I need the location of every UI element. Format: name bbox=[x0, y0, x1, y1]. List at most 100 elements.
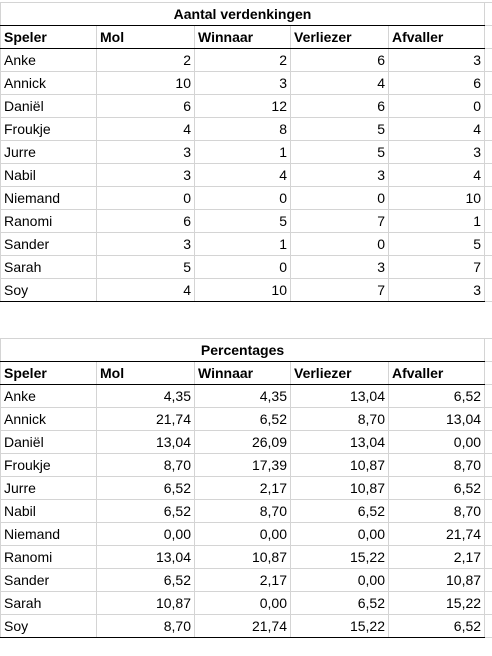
value-cell[interactable]: 0 bbox=[194, 255, 291, 279]
column-header[interactable]: Verliezer bbox=[290, 361, 389, 385]
column-header[interactable]: Speler bbox=[0, 361, 97, 385]
value-cell[interactable]: 10,87 bbox=[194, 545, 291, 569]
value-cell[interactable]: 5 bbox=[387, 232, 486, 256]
empty-cell[interactable] bbox=[484, 568, 492, 592]
value-cell[interactable]: 10 bbox=[96, 71, 195, 95]
value-cell[interactable]: 5 bbox=[290, 140, 389, 164]
value-cell[interactable]: 4 bbox=[387, 117, 486, 141]
value-cell[interactable]: 21,74 bbox=[194, 614, 291, 638]
value-cell[interactable]: 2,17 bbox=[194, 476, 291, 500]
player-name-cell[interactable]: Anke bbox=[0, 384, 97, 408]
value-cell[interactable]: 3 bbox=[96, 163, 195, 187]
value-cell[interactable]: 0,00 bbox=[290, 568, 389, 592]
value-cell[interactable]: 0,00 bbox=[194, 591, 291, 615]
empty-cell[interactable] bbox=[484, 278, 492, 302]
player-name-cell[interactable]: Daniël bbox=[0, 94, 97, 118]
value-cell[interactable]: 0 bbox=[387, 94, 486, 118]
column-header[interactable]: Speler bbox=[0, 25, 97, 49]
value-cell[interactable]: 6,52 bbox=[387, 476, 486, 500]
value-cell[interactable]: 10,87 bbox=[387, 568, 486, 592]
empty-cell[interactable] bbox=[484, 384, 492, 408]
empty-cell[interactable] bbox=[484, 338, 492, 362]
player-name-cell[interactable]: Ranomi bbox=[0, 545, 97, 569]
value-cell[interactable]: 6,52 bbox=[290, 591, 389, 615]
empty-cell[interactable] bbox=[484, 209, 492, 233]
value-cell[interactable]: 8,70 bbox=[387, 453, 486, 477]
value-cell[interactable]: 10 bbox=[387, 186, 486, 210]
player-name-cell[interactable]: Froukje bbox=[0, 453, 97, 477]
value-cell[interactable]: 15,22 bbox=[387, 591, 486, 615]
value-cell[interactable]: 6 bbox=[96, 94, 195, 118]
value-cell[interactable]: 4 bbox=[290, 71, 389, 95]
player-name-cell[interactable]: Sander bbox=[0, 568, 97, 592]
player-name-cell[interactable]: Annick bbox=[0, 71, 97, 95]
table-title[interactable]: Percentages bbox=[0, 338, 486, 362]
value-cell[interactable]: 13,04 bbox=[96, 545, 195, 569]
value-cell[interactable]: 3 bbox=[387, 278, 486, 302]
column-header[interactable]: Mol bbox=[96, 25, 195, 49]
empty-cell[interactable] bbox=[484, 163, 492, 187]
value-cell[interactable]: 21,74 bbox=[96, 407, 195, 431]
value-cell[interactable]: 4 bbox=[96, 117, 195, 141]
value-cell[interactable]: 6 bbox=[96, 209, 195, 233]
value-cell[interactable]: 4 bbox=[387, 163, 486, 187]
value-cell[interactable]: 1 bbox=[194, 140, 291, 164]
player-name-cell[interactable]: Froukje bbox=[0, 117, 97, 141]
value-cell[interactable]: 8,70 bbox=[194, 499, 291, 523]
value-cell[interactable]: 21,74 bbox=[387, 522, 486, 546]
empty-cell[interactable] bbox=[484, 591, 492, 615]
value-cell[interactable]: 10,87 bbox=[96, 591, 195, 615]
value-cell[interactable]: 3 bbox=[290, 163, 389, 187]
value-cell[interactable]: 6 bbox=[290, 48, 389, 72]
empty-cell[interactable] bbox=[484, 117, 492, 141]
player-name-cell[interactable]: Soy bbox=[0, 614, 97, 638]
value-cell[interactable]: 0 bbox=[290, 232, 389, 256]
value-cell[interactable]: 8 bbox=[194, 117, 291, 141]
column-header[interactable]: Verliezer bbox=[290, 25, 389, 49]
value-cell[interactable]: 3 bbox=[387, 48, 486, 72]
value-cell[interactable]: 13,04 bbox=[96, 430, 195, 454]
player-name-cell[interactable]: Annick bbox=[0, 407, 97, 431]
empty-cell[interactable] bbox=[484, 476, 492, 500]
empty-cell[interactable] bbox=[484, 499, 492, 523]
empty-cell[interactable] bbox=[484, 2, 492, 26]
value-cell[interactable]: 3 bbox=[387, 140, 486, 164]
value-cell[interactable]: 3 bbox=[290, 255, 389, 279]
value-cell[interactable]: 15,22 bbox=[290, 545, 389, 569]
value-cell[interactable]: 10 bbox=[194, 278, 291, 302]
value-cell[interactable]: 0 bbox=[96, 186, 195, 210]
value-cell[interactable]: 8,70 bbox=[96, 614, 195, 638]
empty-cell[interactable] bbox=[484, 94, 492, 118]
value-cell[interactable]: 1 bbox=[194, 232, 291, 256]
player-name-cell[interactable]: Jurre bbox=[0, 476, 97, 500]
player-name-cell[interactable]: Nabil bbox=[0, 163, 97, 187]
value-cell[interactable]: 3 bbox=[194, 71, 291, 95]
value-cell[interactable]: 8,70 bbox=[290, 407, 389, 431]
empty-cell[interactable] bbox=[484, 361, 492, 385]
value-cell[interactable]: 2,17 bbox=[194, 568, 291, 592]
column-header[interactable]: Mol bbox=[96, 361, 195, 385]
column-header[interactable]: Afvaller bbox=[387, 25, 486, 49]
empty-cell[interactable] bbox=[484, 48, 492, 72]
value-cell[interactable]: 5 bbox=[96, 255, 195, 279]
value-cell[interactable]: 13,04 bbox=[387, 407, 486, 431]
value-cell[interactable]: 4 bbox=[194, 163, 291, 187]
value-cell[interactable]: 6,52 bbox=[96, 568, 195, 592]
empty-cell[interactable] bbox=[484, 255, 492, 279]
player-name-cell[interactable]: Niemand bbox=[0, 522, 97, 546]
value-cell[interactable]: 10,87 bbox=[290, 453, 389, 477]
value-cell[interactable]: 13,04 bbox=[290, 430, 389, 454]
empty-cell[interactable] bbox=[484, 522, 492, 546]
player-name-cell[interactable]: Sarah bbox=[0, 255, 97, 279]
value-cell[interactable]: 7 bbox=[387, 255, 486, 279]
value-cell[interactable]: 6 bbox=[290, 94, 389, 118]
value-cell[interactable]: 4 bbox=[96, 278, 195, 302]
player-name-cell[interactable]: Nabil bbox=[0, 499, 97, 523]
value-cell[interactable]: 2 bbox=[96, 48, 195, 72]
value-cell[interactable]: 6,52 bbox=[290, 499, 389, 523]
value-cell[interactable]: 0,00 bbox=[96, 522, 195, 546]
value-cell[interactable]: 3 bbox=[96, 232, 195, 256]
value-cell[interactable]: 7 bbox=[290, 209, 389, 233]
value-cell[interactable]: 2,17 bbox=[387, 545, 486, 569]
value-cell[interactable]: 17,39 bbox=[194, 453, 291, 477]
